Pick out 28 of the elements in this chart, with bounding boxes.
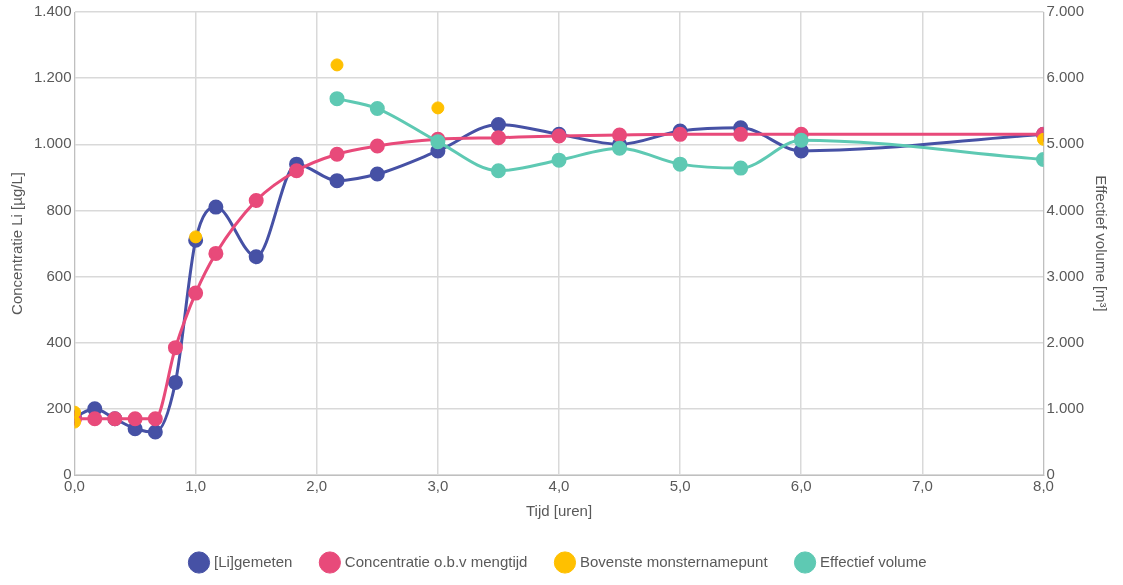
x-tick-label: 7,0 [911, 477, 933, 495]
y-axis-title: Concentratie Li [µg/L] [8, 172, 26, 315]
y2-tick-label: 4.000 [1046, 200, 1085, 218]
y-tick-label: 1.200 [33, 68, 72, 86]
y2-tick-label: 2.000 [1046, 332, 1085, 350]
legend-label: Effectief volume [820, 552, 927, 570]
y-tick-label: 800 [46, 200, 72, 218]
y-tick-label: 1.400 [33, 2, 72, 20]
y2-axis-title: Effectief volume [m³] [1092, 175, 1110, 312]
x-tick-label: 5,0 [669, 477, 691, 495]
y2-tick-label: 3.000 [1046, 266, 1085, 284]
y2-tick-label: 1.000 [1046, 399, 1085, 416]
x-tick-label: 2,0 [306, 477, 328, 495]
legend-label: Concentratie o.b.v mengtijd [344, 552, 528, 570]
legend-label: [Li]gemeten [213, 552, 293, 570]
x-axis-title: Tijd [uren] [525, 502, 593, 520]
x-tick-label: 6,0 [790, 477, 812, 495]
y2-tick-label: 5.000 [1046, 134, 1085, 152]
y-tick-label: 600 [46, 266, 72, 284]
y-tick-label: 400 [46, 332, 72, 350]
y-tick-label: 200 [46, 399, 72, 416]
y2-tick-label: 7.000 [1046, 2, 1085, 20]
y-tick-label: 1.000 [33, 134, 72, 152]
x-tick-label: 1,0 [185, 477, 207, 495]
legend-label: Bovenste monsternamepunt [579, 552, 769, 570]
x-tick-label: 3,0 [427, 477, 449, 495]
x-tick-label: 4,0 [548, 477, 570, 495]
y2-tick-label: 6.000 [1046, 68, 1085, 86]
